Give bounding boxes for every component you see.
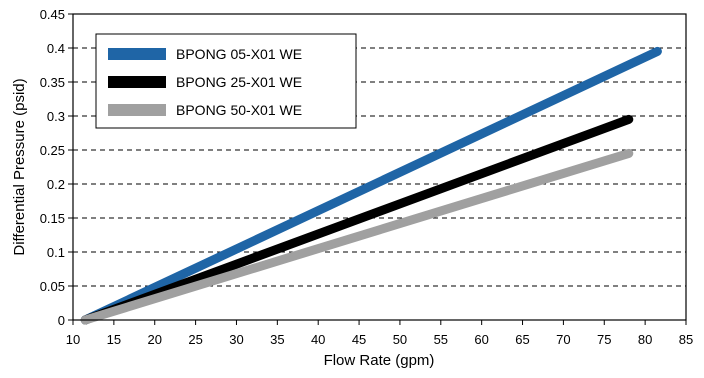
plot-area-frame (72, 13, 687, 321)
y-tick-label-9: 0.45 (40, 7, 65, 22)
x-tick-label-12: 70 (556, 332, 570, 347)
series-line-1 (80, 114, 634, 325)
x-tick-label-1: 15 (107, 332, 121, 347)
y-tick-label-5: 0.25 (40, 143, 65, 158)
y-tick-label-0: 0 (58, 313, 65, 328)
x-tick-label-6: 40 (311, 332, 325, 347)
series-layer (80, 46, 662, 325)
y-tick-label-1: 0.05 (40, 279, 65, 294)
legend-swatch-2 (108, 104, 166, 116)
y-tick-label-7: 0.35 (40, 75, 65, 90)
y-tick-label-4: 0.2 (47, 177, 65, 192)
x-axis-label: Flow Rate (gpm) (324, 352, 435, 369)
legend-swatch-1 (108, 76, 166, 88)
y-tick-label-6: 0.3 (47, 109, 65, 124)
x-tick-label-15: 85 (679, 332, 693, 347)
legend-label-0: BPONG 05-X01 WE (176, 46, 302, 62)
x-tick-label-2: 20 (147, 332, 161, 347)
legend-label-1: BPONG 25-X01 WE (176, 74, 302, 90)
axis-layer: 0 0.05 0.1 0.15 0.2 0.25 0.3 0.35 0.4 0.45 10 15 20 2… (40, 7, 694, 347)
x-tick-label-8: 50 (393, 332, 407, 347)
x-tick-label-3: 25 (188, 332, 202, 347)
x-tick-label-7: 45 (352, 332, 366, 347)
x-tick-label-5: 35 (270, 332, 284, 347)
legend-label-2: BPONG 50-X01 WE (176, 102, 302, 118)
y-tick-label-2: 0.1 (47, 245, 65, 260)
x-tick-label-11: 65 (515, 332, 529, 347)
x-tick-label-10: 60 (474, 332, 488, 347)
y-axis-label: Differential Pressure (psid) (11, 78, 28, 255)
y-tick-label-3: 0.15 (40, 211, 65, 226)
legend-swatch-0 (108, 48, 166, 60)
x-tick-label-9: 55 (434, 332, 448, 347)
x-tick-label-4: 30 (229, 332, 243, 347)
legend: BPONG 05-X01 WE BPONG 25-X01 WE BPONG 50-X… (95, 33, 357, 129)
x-tick-label-14: 80 (638, 332, 652, 347)
series-line-2 (80, 148, 634, 325)
series-line-0 (80, 46, 662, 325)
x-tick-label-0: 10 (66, 332, 80, 347)
y-tick-label-8: 0.4 (47, 41, 65, 56)
x-tick-label-13: 75 (597, 332, 611, 347)
